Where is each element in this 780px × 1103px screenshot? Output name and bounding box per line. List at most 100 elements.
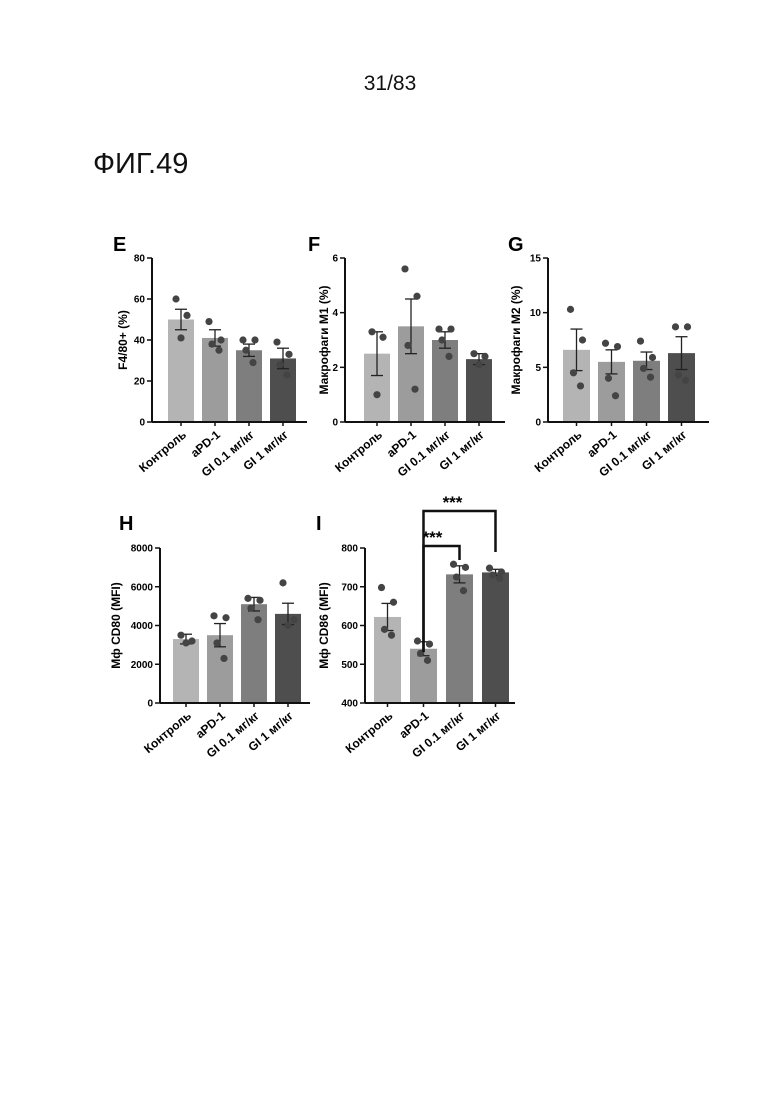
panel-h-bar-0 xyxy=(173,639,199,703)
panel-i-point-2-2 xyxy=(453,573,460,580)
panel-g-point-0-3 xyxy=(577,382,584,389)
panel-f-point-2-1 xyxy=(447,325,454,332)
panel-e-point-2-1 xyxy=(251,336,258,343)
panel-h-bar-2 xyxy=(241,604,267,703)
panel-f-bar-3 xyxy=(466,359,492,422)
panel-f-point-1-1 xyxy=(413,293,420,300)
panel-f-point-1-0 xyxy=(401,265,408,272)
panel-i-significance-label-0: *** xyxy=(423,528,443,547)
panel-f-point-2-3 xyxy=(445,353,452,360)
panel-h-point-3-0 xyxy=(279,579,286,586)
panel-f-y-tick-label-1: 2 xyxy=(332,363,338,374)
panel-h-y-title: Мф CD80 (MFI) xyxy=(109,582,123,669)
panel-g-y-title: Макрофаги М2 (%) xyxy=(509,285,523,394)
panel-i-letter: I xyxy=(316,513,322,535)
panel-g-point-0-1 xyxy=(579,336,586,343)
panel-i-y-tick-label-3: 700 xyxy=(341,582,358,593)
panel-e-point-2-3 xyxy=(249,359,256,366)
panel-h-y-tick-label-3: 6000 xyxy=(131,582,154,593)
panel-h-category-label-0: Контроль xyxy=(141,709,194,756)
panel-g-point-1-0 xyxy=(602,340,609,347)
panel-f-point-0-1 xyxy=(379,334,386,341)
panel-f-category-label-0: Контроль xyxy=(332,428,385,475)
panel-e-point-3-1 xyxy=(285,351,292,358)
panel-i-point-3-0 xyxy=(486,565,493,572)
panel-h-point-2-2 xyxy=(247,604,254,611)
panel-g-y-tick-label-3: 15 xyxy=(530,254,542,265)
panel-i-y-title: Мф CD86 (MFI) xyxy=(317,582,331,669)
panel-i-point-0-0 xyxy=(378,584,385,591)
panel-i-bar-1 xyxy=(410,649,437,703)
panel-g-category-label-0: Контроль xyxy=(532,428,585,475)
panel-i-category-label-0: Контроль xyxy=(343,709,396,756)
panel-i-point-0-3 xyxy=(388,632,395,639)
panel-i-y-tick-label-0: 400 xyxy=(341,699,358,710)
panel-e-y-tick-label-1: 20 xyxy=(134,377,146,388)
panel-i-bar-3 xyxy=(482,572,509,703)
panel-i-point-2-3 xyxy=(460,587,467,594)
panel-f-point-3-0 xyxy=(470,350,477,357)
panel-e-point-3-2 xyxy=(276,361,283,368)
panel-f-point-0-2 xyxy=(373,391,380,398)
panel-g-y-tick-label-0: 0 xyxy=(535,418,541,429)
panel-h-point-0-0 xyxy=(177,632,184,639)
panel-e-y-tick-label-4: 80 xyxy=(134,254,146,265)
panel-g-point-0-2 xyxy=(570,369,577,376)
panel-h-y-tick-label-1: 2000 xyxy=(131,660,154,671)
panel-h-point-3-1 xyxy=(290,616,297,623)
panel-e-point-0-0 xyxy=(172,295,179,302)
panel-g-point-0-0 xyxy=(567,306,574,313)
panel-i-point-3-1 xyxy=(498,568,505,575)
panel-g-letter: G xyxy=(508,234,524,256)
panel-h-point-3-2 xyxy=(284,622,291,629)
panel-g-point-2-0 xyxy=(637,337,644,344)
panel-f-y-title: Макрофаги М1 (%) xyxy=(317,285,331,394)
panel-g-point-1-1 xyxy=(614,343,621,350)
panel-f-y-tick-label-2: 4 xyxy=(332,308,338,319)
panel-i-significance-label-1: *** xyxy=(443,493,463,512)
panel-e-y-tick-label-2: 40 xyxy=(134,336,146,347)
panel-i-point-1-3 xyxy=(424,657,431,664)
panel-i-bar-2 xyxy=(446,574,473,703)
panel-e-point-3-3 xyxy=(283,371,290,378)
panel-e-y-title: F4/80+ (%) xyxy=(116,310,130,370)
panel-e-point-2-0 xyxy=(239,336,246,343)
panel-h-point-2-1 xyxy=(256,597,263,604)
panel-f-point-2-0 xyxy=(435,325,442,332)
panel-g-point-3-1 xyxy=(684,323,691,330)
panel-g-point-2-2 xyxy=(640,365,647,372)
panel-f-point-3-1 xyxy=(481,353,488,360)
panel-e-point-1-3 xyxy=(215,347,222,354)
panel-e-bar-2 xyxy=(236,350,262,422)
panel-i-point-3-3 xyxy=(496,575,503,582)
panel-i-point-1-0 xyxy=(414,637,421,644)
panel-h-y-tick-label-2: 4000 xyxy=(131,621,154,632)
panel-e-category-label-0: Контроль xyxy=(136,428,189,475)
panel-g-point-3-0 xyxy=(672,323,679,330)
panel-e-point-3-0 xyxy=(273,338,280,345)
panel-f-point-2-2 xyxy=(438,336,445,343)
panel-e-point-0-1 xyxy=(183,312,190,319)
panel-e-letter: E xyxy=(113,234,126,256)
panel-h-point-1-0 xyxy=(210,612,217,619)
panel-f-bar-2 xyxy=(432,340,458,422)
panel-f-point-3-2 xyxy=(475,361,482,368)
panel-g-y-tick-label-2: 10 xyxy=(530,308,542,319)
panel-g-point-2-3 xyxy=(647,374,654,381)
panel-h-y-tick-label-4: 8000 xyxy=(131,544,154,555)
panel-h-letter: H xyxy=(119,513,133,535)
panel-f-point-0-0 xyxy=(368,328,375,335)
panel-h-point-1-1 xyxy=(222,614,229,621)
panel-g-point-3-3 xyxy=(682,377,689,384)
panel-e-y-tick-label-0: 0 xyxy=(139,418,145,429)
panel-h-point-0-2 xyxy=(182,639,189,646)
panel-g-y-tick-label-1: 5 xyxy=(535,363,541,374)
panel-g-point-1-3 xyxy=(612,392,619,399)
panel-f-point-1-2 xyxy=(404,342,411,349)
panel-g-point-1-2 xyxy=(605,375,612,382)
panel-i-y-tick-label-1: 500 xyxy=(341,660,358,671)
panel-f-y-tick-label-3: 6 xyxy=(332,254,338,265)
panel-i-point-0-2 xyxy=(381,626,388,633)
panel-i-y-tick-label-2: 600 xyxy=(341,621,358,632)
